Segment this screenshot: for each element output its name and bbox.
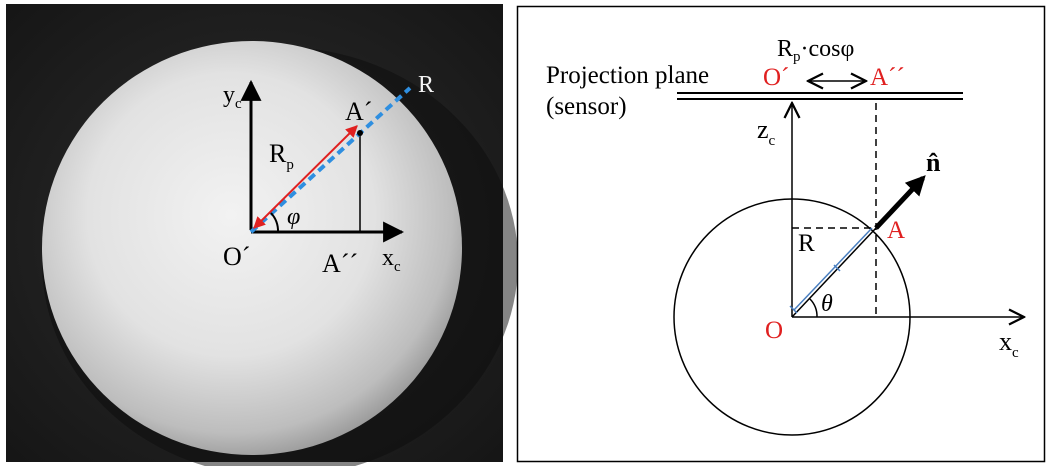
- left-panel: yc xc O´ A´ A´´ Rp φ R: [6, 4, 518, 466]
- radius-oa: [791, 227, 877, 318]
- sphere-cross-section: [673, 198, 911, 436]
- normal-vector: [874, 175, 926, 230]
- x-axis-label-right: xc: [999, 327, 1019, 361]
- point-a2-label-right: A´´: [870, 64, 905, 91]
- right-panel: Projection plane (sensor) Rp·cosφ O´ A´´…: [516, 5, 1046, 463]
- normal-label: n̂: [926, 148, 941, 177]
- phi-label: φ: [287, 204, 300, 230]
- radius-end-tick: [789, 305, 798, 314]
- theta-label: θ: [821, 291, 833, 317]
- y-axis-label-left: yc: [223, 82, 242, 112]
- point-a-label-left: A´: [345, 97, 372, 126]
- right-panel-frame: [516, 5, 1046, 463]
- point-a-dot: [357, 130, 363, 136]
- x-axis-label-left: xc: [382, 245, 401, 275]
- phi-arc: [270, 212, 280, 233]
- z-axis-label: zc: [757, 115, 776, 149]
- point-a-label-right: A: [887, 217, 905, 244]
- center-label: O: [765, 317, 783, 344]
- distance-label: Rp·cosφ: [777, 36, 854, 65]
- origin-label-left: O´: [223, 242, 250, 271]
- radius-oa-blue: [793, 227, 873, 311]
- radius-tick: [833, 264, 841, 272]
- rp-vector: [253, 125, 358, 229]
- projection-plane-label: Projection plane: [546, 62, 709, 89]
- theta-arc: [809, 298, 818, 318]
- radius-label-right: R: [798, 230, 815, 257]
- sensor-label: (sensor): [546, 93, 627, 120]
- sphere-radius-label: R: [418, 72, 434, 98]
- point-a2-label-left: A´´: [322, 249, 358, 278]
- origin-proj-label: O´: [763, 64, 789, 91]
- rp-label: Rp: [269, 139, 294, 173]
